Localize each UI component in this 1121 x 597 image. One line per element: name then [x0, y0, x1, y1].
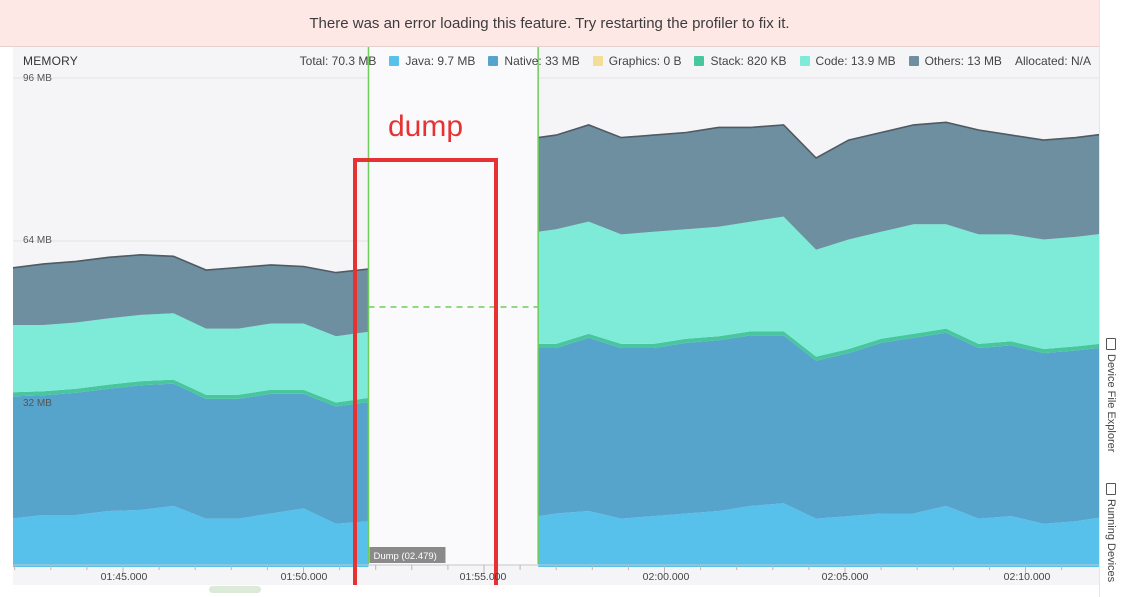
x-tick-label: 01:50.000 [280, 571, 328, 583]
dump-annotation-box [353, 158, 498, 585]
legend-total: Total: 70.3 MB [299, 54, 377, 68]
chart-header: MEMORY Total: 70.3 MB Java: 9.7 MB Nativ… [23, 53, 1095, 69]
legend-native-label: Native: 33 MB [504, 54, 580, 68]
total-outline-seg0 [13, 253, 369, 274]
legend-java-label: Java: 9.7 MB [405, 54, 476, 68]
legend-allocated: Allocated: N/A [1014, 54, 1091, 68]
legend-item-native: Native: 33 MB [488, 54, 580, 68]
x-tick-label: 01:55.000 [459, 571, 507, 583]
legend-graphics-label: Graphics: 0 B [608, 54, 682, 68]
stack-swatch [694, 56, 705, 66]
chart-legend: Total: 70.3 MB Java: 9.7 MB Native: 33 M… [300, 54, 1091, 68]
running-devices-label: Running Devices [1105, 499, 1117, 583]
error-message: There was an error loading this feature.… [309, 14, 790, 32]
y-tick-label: 96 MB [23, 73, 52, 84]
chart-title: MEMORY [23, 54, 78, 68]
legend-item-code: Code: 13.9 MB [799, 54, 896, 68]
dump-annotation-label: dump [388, 110, 463, 143]
legend-item-stack: Stack: 820 KB [694, 54, 787, 68]
native-swatch [488, 56, 499, 66]
area-others-seg0 [13, 254, 369, 337]
x-tick-label: 02:00.000 [642, 571, 690, 583]
x-tick-label: 02:10.000 [1003, 571, 1051, 583]
memory-profiler-chart[interactable]: Dump (02.479) dump [13, 47, 1099, 585]
dump-range-region [368, 47, 539, 564]
legend-others-label: Others: 13 MB [924, 54, 1002, 68]
others-swatch [908, 56, 919, 66]
error-banner: There was an error loading this feature.… [0, 0, 1099, 47]
area-java-seg1 [538, 503, 1099, 567]
dump-badge-bg [369, 547, 446, 563]
code-swatch [799, 56, 810, 66]
legend-item-graphics: Graphics: 0 B [592, 54, 682, 68]
area-stack-seg0 [13, 379, 369, 407]
java-swatch [389, 56, 400, 66]
total-outline-seg1 [538, 121, 1099, 159]
legend-item-others: Others: 13 MB [908, 54, 1002, 68]
tab-device-file-explorer[interactable]: Device File Explorer [1100, 332, 1121, 458]
area-java-seg0 [13, 505, 369, 567]
memory-chart-plot[interactable]: Dump (02.479) dump [13, 47, 1099, 585]
x-tick-label: 02:05.000 [821, 571, 869, 583]
area-code-seg1 [538, 216, 1099, 357]
area-others-seg1 [538, 122, 1099, 250]
x-tick-label: 01:45.000 [100, 571, 148, 583]
device-file-explorer-label: Device File Explorer [1105, 353, 1117, 453]
dump-badge-label: Dump (02.479) [373, 551, 436, 562]
area-native-seg1 [538, 332, 1099, 524]
y-tick-label: 32 MB [23, 398, 52, 409]
legend-stack-label: Stack: 820 KB [710, 54, 787, 68]
area-code-seg0 [13, 313, 369, 403]
area-native-seg0 [13, 383, 369, 524]
right-tool-strip: Device File Explorer Running Devices [1099, 0, 1121, 597]
graphics-swatch [592, 56, 603, 66]
timeline-scrollbar-thumb[interactable] [209, 586, 261, 593]
device-icon [1106, 337, 1116, 350]
tab-running-devices[interactable]: Running Devices [1100, 478, 1121, 588]
legend-item-java: Java: 9.7 MB [389, 54, 475, 68]
y-tick-label: 64 MB [23, 235, 52, 246]
legend-code-label: Code: 13.9 MB [815, 54, 896, 68]
dump-badge[interactable]: Dump (02.479) [369, 547, 446, 563]
running-devices-icon [1106, 483, 1116, 496]
area-stack-seg1 [538, 328, 1099, 361]
